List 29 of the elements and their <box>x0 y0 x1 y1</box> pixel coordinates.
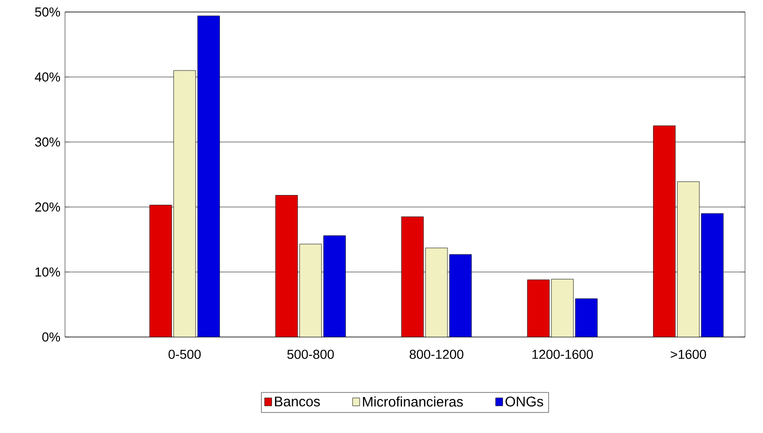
bar <box>527 280 550 337</box>
bar <box>425 248 448 337</box>
bar <box>401 216 424 337</box>
y-tick-label: 30% <box>35 137 60 147</box>
y-tick-label: 50% <box>35 7 60 17</box>
bar <box>677 181 700 337</box>
bar <box>653 126 676 337</box>
legend-label: Microfinancieras <box>363 396 463 407</box>
bar <box>299 244 322 337</box>
x-tick-label: 1200-1600 <box>532 350 593 359</box>
x-tick-label: >1600 <box>670 350 706 359</box>
bar <box>173 70 196 337</box>
bar <box>197 16 220 337</box>
y-tick-label: 20% <box>35 202 60 212</box>
y-tick-label: 10% <box>36 267 60 277</box>
y-tick-label: 40% <box>34 72 60 82</box>
legend-label: Bancos <box>275 396 320 406</box>
x-tick-label: 800-1200 <box>410 350 464 359</box>
x-tick-label: 500-800 <box>287 350 334 359</box>
bar <box>449 254 472 337</box>
bar <box>149 204 172 337</box>
bar <box>575 298 598 337</box>
bar <box>323 235 346 337</box>
bar <box>701 213 724 337</box>
bar <box>551 278 574 337</box>
bar <box>275 195 298 337</box>
legend-label: ONGs <box>506 396 544 406</box>
x-tick-label: 0-500 <box>168 350 201 359</box>
y-tick-label: 0% <box>42 332 60 342</box>
